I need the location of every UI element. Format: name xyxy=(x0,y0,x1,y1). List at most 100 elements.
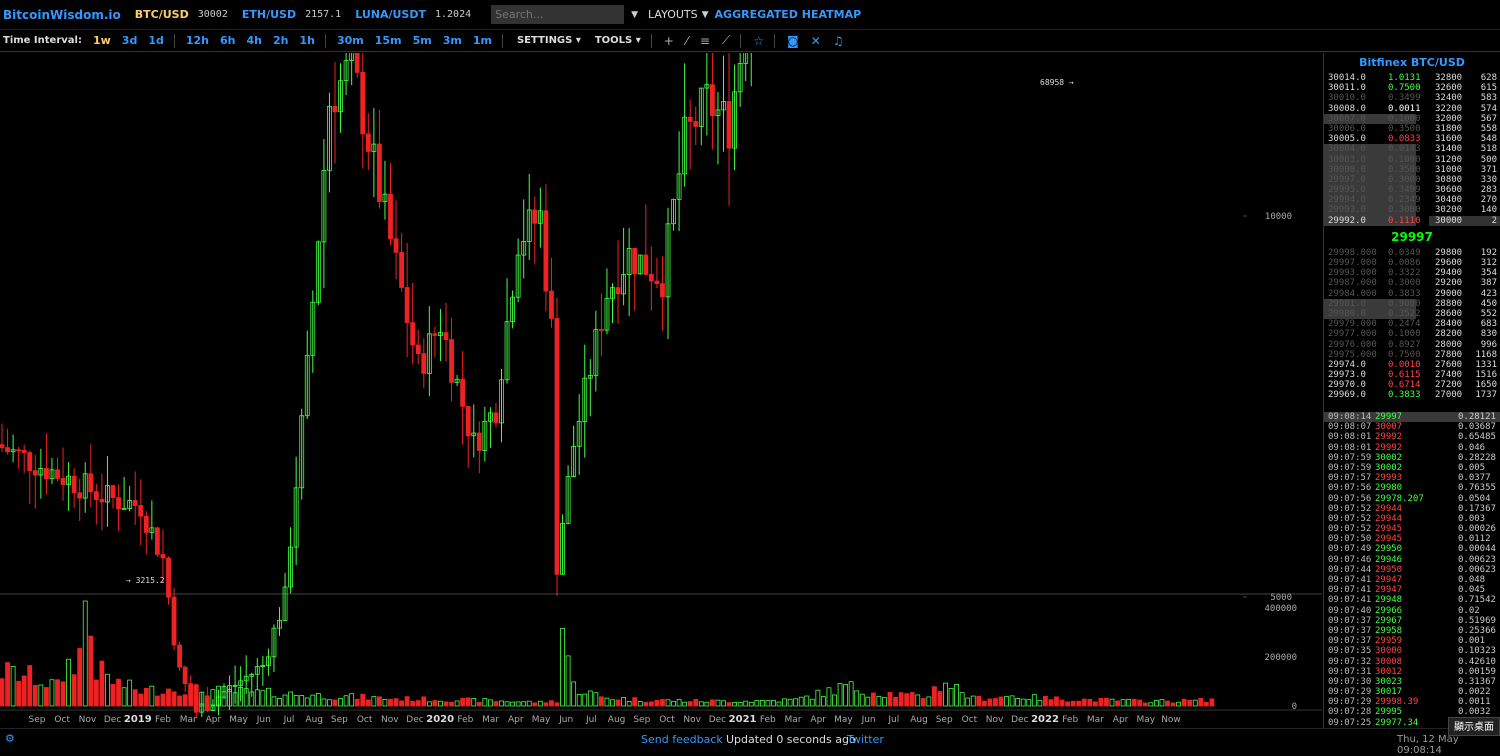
trade-row: 09:07:57 29993 0.0377 xyxy=(1324,473,1500,483)
show-desktop-button[interactable]: 顯示桌面 xyxy=(1448,717,1500,736)
orderbook-row: 29998.000 0.0349 29800 192 xyxy=(1324,248,1500,258)
tools-menu[interactable]: TOOLS ▾ xyxy=(594,35,641,46)
volume-bar xyxy=(543,702,549,707)
volume-bar xyxy=(265,687,271,707)
candle-body xyxy=(365,133,371,152)
site-logo[interactable]: BitcoinWisdom.io xyxy=(3,7,121,22)
depth-price: 29400 xyxy=(1435,268,1463,279)
volume-bar xyxy=(587,690,593,707)
settings-label: SETTINGS xyxy=(516,35,573,46)
ticker-symbol[interactable]: ETH/USD xyxy=(241,8,297,21)
trade-time: 09:07:56 xyxy=(1328,493,1372,504)
x-axis-label: Oct xyxy=(659,715,675,725)
trade-amount: 0.31367 xyxy=(1458,676,1496,687)
aggregated-heatmap-link[interactable]: AGGREGATED HEATMAP xyxy=(714,8,862,21)
fullscreen-icon[interactable]: ✕ xyxy=(810,33,821,48)
interval-30m[interactable]: 30m xyxy=(337,34,364,47)
interval-5m[interactable]: 5m xyxy=(412,34,432,47)
search-dropdown-icon[interactable]: ▼ xyxy=(631,9,639,20)
interval-1m[interactable]: 1m xyxy=(472,34,492,47)
trade-row: 09:07:59 30002 0.005 xyxy=(1324,463,1500,473)
depth-price: 27800 xyxy=(1435,349,1463,360)
divider xyxy=(650,33,652,48)
orderbook-row: 30014.0 1.0131 32800 628 xyxy=(1324,73,1500,83)
twitter-link[interactable]: Twitter xyxy=(847,733,884,746)
interval-4h[interactable]: 4h xyxy=(246,34,263,47)
volume-bar xyxy=(909,692,915,707)
search-input[interactable] xyxy=(491,5,625,24)
volume-bar xyxy=(687,701,693,707)
chevron-down-icon[interactable]: ▼ xyxy=(701,9,709,20)
interval-1h[interactable]: 1h xyxy=(299,34,316,47)
layouts-menu[interactable]: LAYOUTS xyxy=(648,8,698,21)
depth-volume: 371 xyxy=(1480,164,1497,175)
horizontal-lines-icon[interactable]: ≡ xyxy=(699,33,710,48)
interval-6h[interactable]: 6h xyxy=(220,34,236,47)
interval-15m[interactable]: 15m xyxy=(374,34,402,47)
settings-menu[interactable]: SETTINGS ▾ xyxy=(516,35,581,46)
volume-bar xyxy=(848,681,854,707)
ticker-btc[interactable]: BTC/USD 30002 xyxy=(135,8,228,21)
send-feedback-link[interactable]: Send feedback xyxy=(641,733,723,746)
trade-row: 09:08:07 30007 0.03687 xyxy=(1324,422,1500,432)
volume-bar xyxy=(221,686,227,707)
price-chart[interactable]: 5000100001500020000250003000035000400004… xyxy=(0,53,1322,728)
trade-amount: 0.001 xyxy=(1458,636,1486,647)
trade-time: 09:07:37 xyxy=(1328,615,1372,626)
volume-bar xyxy=(998,696,1004,707)
x-axis-label: Nov xyxy=(986,715,1004,725)
candle-body xyxy=(671,198,676,225)
interval-2h[interactable]: 2h xyxy=(273,34,289,47)
trendline-icon[interactable]: ⁄ xyxy=(685,33,688,48)
volume-bar xyxy=(1104,697,1109,707)
trade-price: 29946 xyxy=(1375,554,1403,565)
candle-body xyxy=(88,473,94,493)
ticker-luna[interactable]: LUNA/USDT 1.2024 xyxy=(355,8,471,21)
ticker-symbol[interactable]: BTC/USD xyxy=(134,8,189,21)
trade-time: 09:07:52 xyxy=(1328,524,1372,535)
x-axis-label: May xyxy=(834,715,853,725)
depth-volume: 552 xyxy=(1480,308,1497,319)
crosshair-icon[interactable]: + xyxy=(663,33,674,48)
fib-tool-icon[interactable]: ⟋ xyxy=(721,33,731,47)
candle-body xyxy=(338,80,343,113)
volume-bar xyxy=(77,648,83,707)
depth-price: 27600 xyxy=(1435,359,1463,370)
star-icon[interactable]: ☆ xyxy=(753,33,765,48)
ticker-price: 2157.1 xyxy=(305,9,342,20)
ticker-symbol[interactable]: LUNA/USDT xyxy=(355,8,426,21)
volume-bar xyxy=(1026,699,1032,707)
gear-icon[interactable]: ⚙ xyxy=(5,732,15,745)
candle-body xyxy=(55,469,60,479)
interval-3d[interactable]: 3d xyxy=(121,34,138,47)
ticker-eth[interactable]: ETH/USD 2157.1 xyxy=(242,8,341,21)
trade-time: 09:07:41 xyxy=(1328,585,1372,596)
interval-12h[interactable]: 12h xyxy=(185,34,209,47)
x-axis-label: Jul xyxy=(585,715,597,725)
orderbook-amount: 0.3499 xyxy=(1388,185,1421,196)
trade-price: 29945 xyxy=(1375,524,1403,535)
trade-price: 30012 xyxy=(1375,666,1403,677)
depth-volume: 500 xyxy=(1480,154,1497,165)
orderbook-amount: 0.2474 xyxy=(1388,319,1421,330)
interval-1d[interactable]: 1d xyxy=(148,34,164,47)
interval-1w[interactable]: 1w xyxy=(92,34,111,47)
trade-row: 09:07:52 29944 0.003 xyxy=(1324,514,1500,524)
x-axis-label: Sep xyxy=(29,715,46,725)
x-axis-label: Feb xyxy=(457,715,473,725)
interval-3m[interactable]: 3m xyxy=(442,34,462,47)
bell-icon[interactable]: ♫ xyxy=(832,33,844,48)
volume-bar xyxy=(1203,701,1209,707)
x-axis-label: 2020 xyxy=(426,714,454,725)
candle-body xyxy=(321,169,327,243)
camera-icon[interactable]: ◙ xyxy=(787,33,799,48)
volume-bar xyxy=(415,700,421,707)
orderbook-row: 29977.000 0.1000 28200 830 xyxy=(1324,329,1500,339)
volume-bar xyxy=(737,702,743,707)
volume-bar xyxy=(315,693,321,707)
ask-list: 30014.0 1.0131 32800 628 30011.0 0.7500 32600 6… xyxy=(1324,73,1500,226)
x-axis-label: Jun xyxy=(861,715,876,725)
depth-volume: 192 xyxy=(1480,247,1497,258)
orderbook-amount: 0.7500 xyxy=(1388,83,1421,94)
volume-bar xyxy=(665,699,671,707)
